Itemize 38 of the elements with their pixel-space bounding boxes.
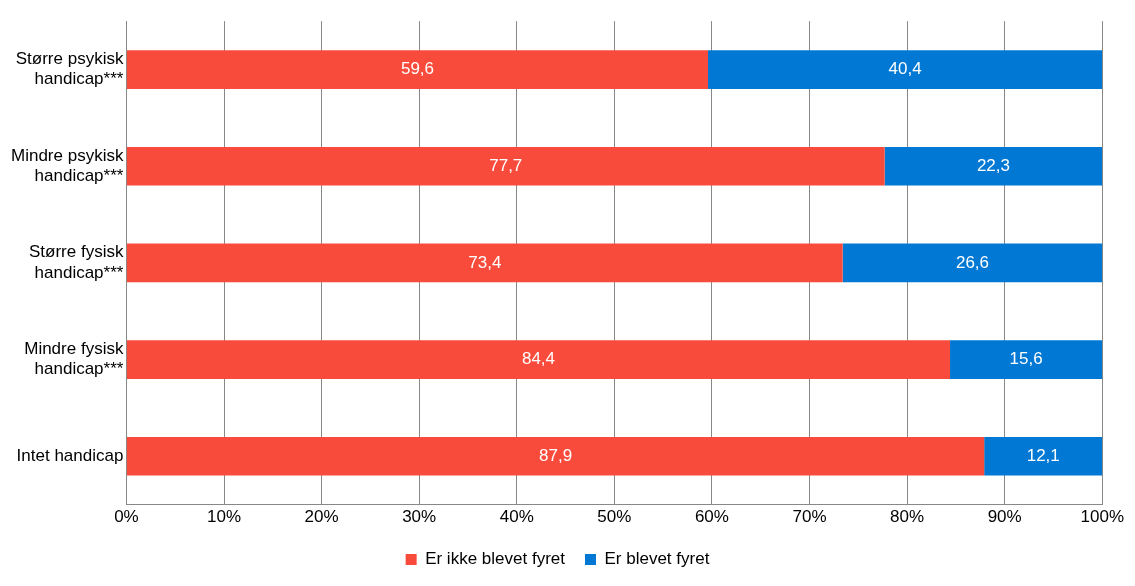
x-tick-label: 50% bbox=[597, 507, 632, 527]
data-label: 59,6 bbox=[400, 59, 435, 79]
y-tick-label: Større fysisk handicap*** bbox=[28, 242, 124, 282]
legend-label: Er ikke blevet fyret bbox=[425, 549, 566, 569]
data-label: 12,1 bbox=[1026, 445, 1060, 465]
bar bbox=[126, 146, 885, 186]
bar bbox=[126, 436, 985, 476]
legend-label: Er blevet fyret bbox=[604, 549, 710, 569]
y-tick-label: Større psykisk handicap*** bbox=[15, 49, 124, 89]
bar bbox=[984, 436, 1103, 476]
data-label: 26,6 bbox=[955, 252, 990, 272]
bar bbox=[708, 50, 1103, 89]
data-label: 40,4 bbox=[888, 59, 922, 79]
y-tick-label: Intet handicap bbox=[16, 445, 124, 465]
x-tick-label: 80% bbox=[890, 507, 925, 527]
y-tick-label: Mindre psykisk handicap*** bbox=[11, 145, 124, 186]
data-label: 87,9 bbox=[539, 445, 573, 465]
x-tick-label: 100% bbox=[1080, 507, 1124, 527]
x-tick-label: 30% bbox=[402, 507, 437, 527]
x-tick-label: 0% bbox=[114, 507, 139, 527]
data-label: 15,6 bbox=[1009, 349, 1043, 369]
bar bbox=[126, 340, 951, 379]
bar bbox=[950, 340, 1103, 379]
x-tick-label: 40% bbox=[499, 507, 534, 527]
x-tick-label: 90% bbox=[987, 507, 1022, 527]
bar bbox=[126, 243, 843, 283]
data-label: 77,7 bbox=[489, 155, 523, 175]
y-tick-label: Mindre fysisk handicap*** bbox=[24, 339, 124, 379]
data-label: 22,3 bbox=[976, 155, 1010, 175]
x-tick-label: 70% bbox=[792, 507, 827, 527]
x-tick-label: 10% bbox=[206, 507, 242, 527]
x-tick-label: 20% bbox=[304, 507, 339, 527]
data-label: 73,4 bbox=[468, 252, 502, 272]
x-tick-label: 60% bbox=[694, 507, 729, 527]
bar bbox=[126, 50, 709, 89]
data-label: 84,4 bbox=[521, 349, 556, 369]
bar bbox=[842, 243, 1103, 283]
bar bbox=[884, 146, 1103, 186]
